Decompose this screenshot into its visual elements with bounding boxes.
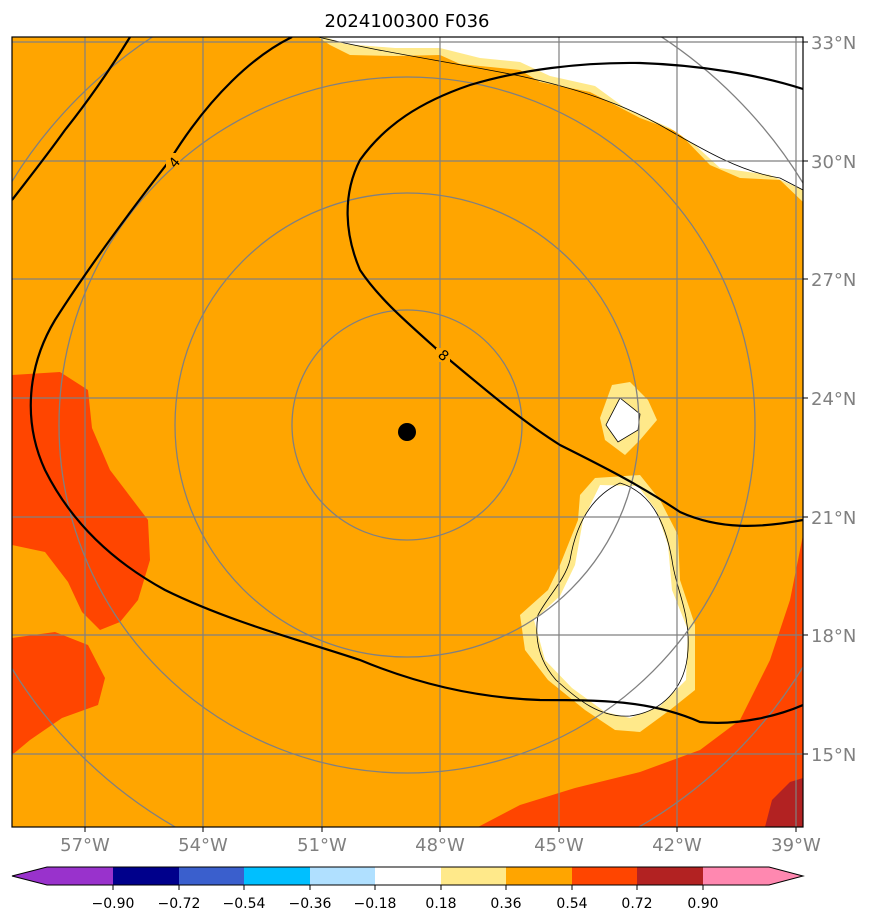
field-0.54-0.72-west	[12, 372, 150, 630]
colorbar-extend-high	[769, 867, 803, 885]
lat-label-30n: 30°N	[811, 152, 856, 173]
colorbar-segment	[703, 867, 769, 885]
lon-label-39w: 39°W	[771, 835, 821, 856]
colorbar-outline	[11, 866, 805, 886]
thin-contour-northeast	[317, 37, 803, 191]
colorbar-tick-label: 0.72	[621, 896, 652, 912]
colorbar-segment	[441, 867, 506, 885]
colorbar-segment	[113, 867, 179, 885]
colorbar-tick-label: −0.18	[354, 896, 397, 912]
lon-ticks	[84, 827, 797, 832]
colorbar-tick-label: 0.54	[556, 896, 587, 912]
colorbar-segment	[47, 867, 113, 885]
map-panel: 4 8	[12, 37, 803, 827]
lon-labels: 57°W 54°W 51°W 48°W 45°W 42°W 39°W	[60, 835, 821, 856]
colorbar-segment	[572, 867, 637, 885]
lon-label-54w: 54°W	[178, 835, 228, 856]
lon-label-45w: 45°W	[534, 835, 584, 856]
thin-contour-islet	[605, 397, 641, 443]
colorbar-tick-label: 0.18	[425, 896, 456, 912]
contour-label-bg-8	[436, 348, 450, 362]
thin-contour-southeast	[536, 482, 689, 717]
lat-label-21n: 21°N	[811, 508, 856, 529]
colorbar: −0.90 −0.72 −0.54 −0.36 −0.18 0.18 0.36 …	[11, 866, 805, 912]
field-neutral-northeast	[325, 37, 803, 190]
contour-label-bg-4	[166, 153, 180, 167]
colorbar-segment	[244, 867, 310, 885]
lat-label-27n: 27°N	[811, 270, 856, 291]
colorbar-extend-low	[12, 867, 47, 885]
colorbar-tick-label: 0.90	[687, 896, 718, 912]
lat-label-24n: 24°N	[811, 389, 856, 410]
lon-label-42w: 42°W	[652, 835, 702, 856]
storm-center-marker	[398, 423, 416, 441]
colorbar-segment	[375, 867, 441, 885]
lat-ticks	[803, 41, 808, 755]
colorbar-tick-label: −0.54	[223, 896, 266, 912]
colorbar-segment	[310, 867, 375, 885]
field-0.72-0.90-corner	[765, 778, 803, 827]
lon-label-57w: 57°W	[60, 835, 110, 856]
lat-label-33n: 33°N	[811, 33, 856, 54]
lon-label-51w: 51°W	[297, 835, 347, 856]
lat-labels: 33°N 30°N 27°N 24°N 21°N 18°N 15°N	[811, 33, 856, 766]
contour-4-lower	[29, 37, 803, 724]
range-rings	[12, 37, 803, 827]
colorbar-tick-label: −0.72	[158, 896, 201, 912]
colorbar-segment	[179, 867, 244, 885]
lat-label-18n: 18°N	[811, 626, 856, 647]
lat-label-15n: 15°N	[811, 745, 856, 766]
field-neutral-southeast	[534, 485, 688, 718]
colorbar-ticks	[112, 885, 704, 890]
lon-label-48w: 48°W	[415, 835, 465, 856]
map-frame	[11, 36, 804, 828]
field-0.54-0.72-southwest	[12, 632, 105, 755]
colorbar-segment	[506, 867, 572, 885]
figure-title: 2024100300 F036	[325, 11, 490, 32]
colorbar-tick-label: −0.36	[289, 896, 332, 912]
colorbar-tick-label: −0.90	[92, 896, 135, 912]
contour-8	[346, 61, 803, 527]
colorbar-tick-label: 0.36	[490, 896, 521, 912]
contour-4-upper	[12, 37, 131, 201]
colorbar-segment	[637, 867, 703, 885]
graticule	[12, 37, 803, 827]
